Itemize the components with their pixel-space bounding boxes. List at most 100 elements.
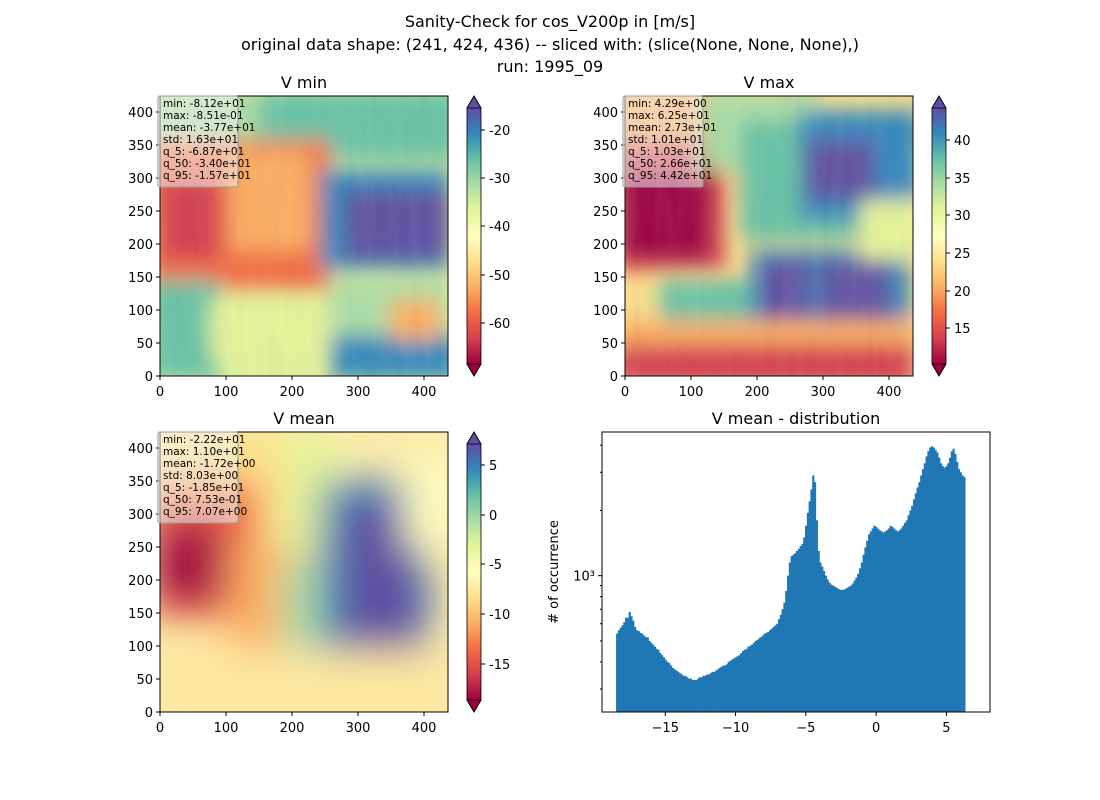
histogram-bar [900,528,903,712]
histogram-bar [747,646,750,712]
xtick-label: 400 [412,721,437,736]
histogram-bar [736,656,739,712]
histogram-bar [839,589,842,712]
colorbar-tick-label: -40 [489,220,510,235]
histogram-bar [848,586,851,712]
histogram-bar [688,678,691,712]
histogram-bar [796,550,799,712]
histogram-bar [628,611,631,712]
histogram-bar [844,588,847,712]
xtick-label: 100 [679,385,704,400]
histogram-bar [862,554,865,712]
xtick-label: 200 [745,385,770,400]
stats-line: mean: -1.72e+00 [163,458,255,470]
stats-line: min: 4.29e+00 [628,98,707,110]
ytick-label: 250 [128,541,153,556]
histogram-bar [767,631,770,712]
histogram-bar [938,457,941,712]
histogram-bar [783,602,786,712]
histogram-bar [668,663,671,712]
histogram-bar [695,680,698,712]
histogram-bar [644,637,647,712]
colorbar-tick-label: 35 [954,172,971,187]
stats-line: q_50: -3.40e+01 [163,158,251,170]
colorbar-tick-label: -5 [489,558,502,573]
y-axis-label-distribution: # of occurrence [547,520,562,624]
histogram-bar [760,637,763,712]
histogram-bar [770,628,773,712]
axes-frame-v-mean [159,431,449,713]
histogram-bar [803,537,806,712]
histogram-bar [936,452,939,712]
histogram-bar [670,665,673,712]
histogram-bar [711,671,714,712]
colorbar-ticks: 15 20 25 30 35 40 [946,134,971,337]
histogram-bar [956,461,959,712]
histogram-bar [639,632,642,712]
stats-line: std: 1.63e+01 [163,134,238,146]
stats-line: mean: 2.73e+01 [628,122,717,134]
panel-v-mean-distribution: V mean - distribution −15 −10 −5 0 5 10³ # o… [547,409,991,736]
stats-line: max: -8.51e-01 [163,110,244,122]
histogram-bar [885,530,889,712]
xtick-label: 0 [872,721,880,736]
histogram-bar [864,547,867,712]
ytick-label: 300 [128,508,153,523]
histogram-bar [889,525,892,712]
stats-line: q_5: 1.03e+01 [628,146,705,158]
histogram-bar [704,675,707,712]
xaxis-v-min: 0 100 200 300 400 [156,376,437,400]
colorbar-tick-label: -60 [489,317,510,332]
colorbar-tick-label: 5 [489,459,497,474]
histogram-bar [934,449,937,712]
histogram-bar [902,525,905,712]
histogram-bar [754,640,757,712]
xtick-label: 0 [621,385,629,400]
histogram-bar [652,644,655,712]
ytick-label: 350 [128,139,153,154]
xtick-label: 5 [942,721,950,736]
histogram-bar [858,568,862,712]
histogram-bar [884,531,887,712]
histogram-bar [740,652,743,712]
histogram-bar [943,467,946,712]
colorbar-v-mean: -15 -10 -5 0 5 [466,431,510,713]
histogram-bar [817,550,820,712]
panel-v-max: V max 0 100 [593,73,970,400]
histogram-bar [769,630,772,712]
histogram-bar [763,633,766,712]
histogram-bar [781,609,784,712]
xtick-label: 400 [412,385,437,400]
histogram-bar [893,528,896,712]
histogram-bar [939,463,943,712]
stats-line: q_5: -6.87e+01 [163,146,244,158]
histogram-bar [914,493,917,712]
ytick-label: 0 [145,706,153,721]
stats-line: q_95: 7.07e+00 [163,506,247,518]
xtick-label: 200 [280,721,305,736]
histogram-bar [911,505,914,712]
axes-frame-v-max [624,95,914,377]
axes-frame-v-min [159,95,449,377]
histogram-bar [909,510,912,712]
histogram-bar [837,588,840,712]
histogram-bar [779,614,782,712]
histogram-bar [857,573,860,712]
histogram-bar [661,655,664,712]
histogram-bar [947,463,950,712]
stats-line: max: 6.25e+01 [628,110,710,122]
histogram-bar [952,448,955,712]
histogram-bar [626,617,629,712]
figure-title-line2: original data shape: (241, 424, 436) -- … [241,35,859,54]
histogram-bar [948,457,952,712]
histogram-bar [700,677,703,712]
stats-line: q_50: 2.66e+01 [628,158,712,170]
panel-title-distribution: V mean - distribution [712,409,881,428]
ytick-label: 350 [128,475,153,490]
ytick-label: 200 [128,574,153,589]
yaxis-v-min: 0 50 100 150 200 250 300 350 400 [128,106,160,385]
ytick-label: 150 [128,607,153,622]
colorbar-tick-label: 30 [954,209,971,224]
ytick-label: 150 [128,271,153,286]
